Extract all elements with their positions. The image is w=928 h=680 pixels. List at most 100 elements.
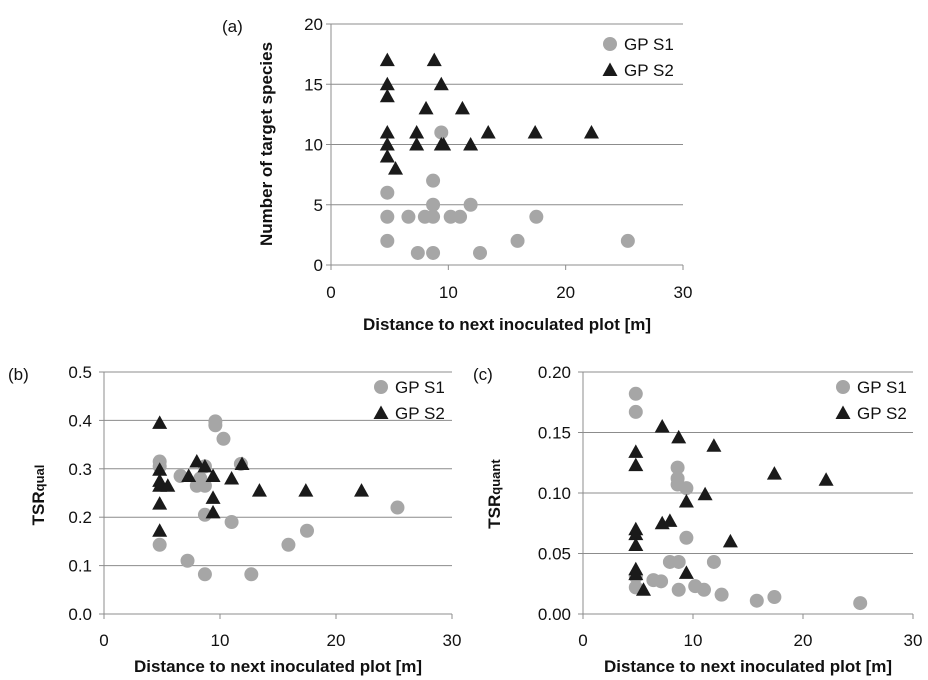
gps2-point	[818, 472, 834, 486]
y-axis-title-subscript: quant	[488, 459, 503, 495]
gps1-point	[463, 197, 478, 212]
legend-label: GP S1	[395, 378, 445, 397]
gps1-point	[208, 418, 223, 433]
gps2-point	[152, 462, 168, 476]
gps2-point	[583, 124, 599, 139]
y-tick-label: 15	[304, 75, 323, 94]
panel-label: (b)	[8, 365, 29, 384]
gps1-point	[671, 554, 686, 569]
gps2-point	[224, 470, 240, 485]
gps1-point	[679, 481, 694, 496]
gps2-point	[388, 161, 404, 175]
y-tick-label: 0.3	[68, 460, 92, 479]
legend-label: GP S2	[624, 61, 674, 80]
x-tick-label: 30	[674, 283, 693, 302]
gps1-point	[426, 173, 441, 188]
gps2-point	[678, 493, 694, 508]
gps1-point	[224, 515, 239, 530]
gps2-point	[722, 533, 738, 548]
y-tick-label: 20	[304, 15, 323, 34]
y-axis-title-main: TSR	[29, 491, 48, 525]
gps1-point	[380, 185, 395, 200]
gps1-point	[679, 530, 694, 545]
x-axis-title: Distance to next inoculated plot [m]	[604, 657, 892, 676]
legend-marker	[373, 405, 389, 419]
legend-label: GP S1	[857, 378, 907, 397]
x-tick-label: 0	[326, 283, 335, 302]
y-tick-label: 0.10	[538, 484, 571, 503]
y-tick-label: 0.2	[68, 508, 92, 527]
y-tick-label: 0.5	[68, 363, 92, 382]
gps1-point	[510, 233, 525, 248]
gps2-point	[697, 486, 713, 501]
panel-a: 0 10 20 30 0 5 10 15 20 Distance to next inoculat…	[222, 15, 692, 334]
gps1-point	[706, 554, 721, 569]
gps2-point	[152, 523, 168, 537]
gps1-point	[453, 209, 468, 224]
gps2-point	[436, 137, 452, 151]
gps2-point	[205, 490, 221, 504]
gps2-point	[628, 457, 644, 472]
x-tick-label: 10	[439, 283, 458, 302]
gps2-point	[766, 466, 782, 480]
gps1-point	[197, 567, 212, 582]
gps1-point	[380, 233, 395, 248]
gps1-point	[473, 245, 488, 260]
gps2-point	[409, 124, 425, 139]
x-tick-label: 0	[578, 631, 587, 650]
gps1-point	[390, 500, 405, 515]
gps1-point	[767, 590, 782, 605]
gps2-point	[433, 76, 449, 91]
panel-c: 0 10 20 30 0.00 0.05 0.10 0.15 0.20 Distance to n…	[473, 363, 922, 676]
gps1-point	[152, 537, 167, 552]
x-tick-label: 10	[211, 631, 230, 650]
x-axis-title: Distance to next inoculated plot [m]	[363, 315, 651, 334]
y-tick-label: 0.4	[68, 411, 92, 430]
gps2-point	[152, 496, 168, 510]
gps2-point	[454, 100, 470, 115]
gps1-point	[628, 386, 643, 401]
x-tick-label: 20	[327, 631, 346, 650]
gps2-point	[379, 137, 395, 151]
gps2-point	[463, 137, 479, 151]
gps2-point	[189, 454, 205, 468]
legend-marker	[602, 62, 618, 76]
gps2-point	[480, 124, 496, 139]
gps2-point	[205, 468, 221, 483]
legend-marker	[836, 380, 850, 394]
gps1-point	[244, 567, 259, 582]
gps2-point	[636, 582, 651, 596]
gps1-point	[853, 596, 868, 611]
x-tick-label: 0	[99, 631, 108, 650]
gps1-point	[380, 209, 395, 224]
gps2-point	[379, 88, 395, 103]
gps2-point	[628, 566, 644, 581]
gps2-point	[706, 438, 722, 452]
y-tick-label: 0.15	[538, 424, 571, 443]
gps1-point	[300, 523, 314, 538]
gps1-point	[281, 537, 296, 552]
gps1-point	[697, 582, 711, 597]
gps2-point	[379, 52, 395, 67]
gps1-point	[529, 209, 544, 224]
panel-label: (a)	[222, 17, 243, 36]
gps2-point	[197, 458, 213, 473]
gps1-point	[410, 245, 425, 260]
gps2-point	[654, 418, 670, 433]
gps1-point	[714, 587, 729, 602]
y-axis-title-subscript: qual	[32, 465, 47, 492]
legend-label: GP S2	[857, 404, 907, 423]
gps1-point	[426, 245, 441, 260]
gps2-point	[671, 429, 687, 444]
gps1-point	[628, 404, 643, 419]
gps2-point	[628, 444, 644, 458]
y-tick-label: 0.00	[538, 605, 571, 624]
gps2-point	[379, 149, 395, 163]
x-tick-label: 30	[904, 631, 923, 650]
gps2-point	[527, 124, 543, 139]
gps2-point	[426, 52, 442, 67]
y-axis-title: TSRqual	[29, 465, 48, 526]
gps2-point	[251, 483, 267, 497]
gps2-point	[379, 124, 395, 139]
y-tick-label: 0.0	[68, 605, 92, 624]
